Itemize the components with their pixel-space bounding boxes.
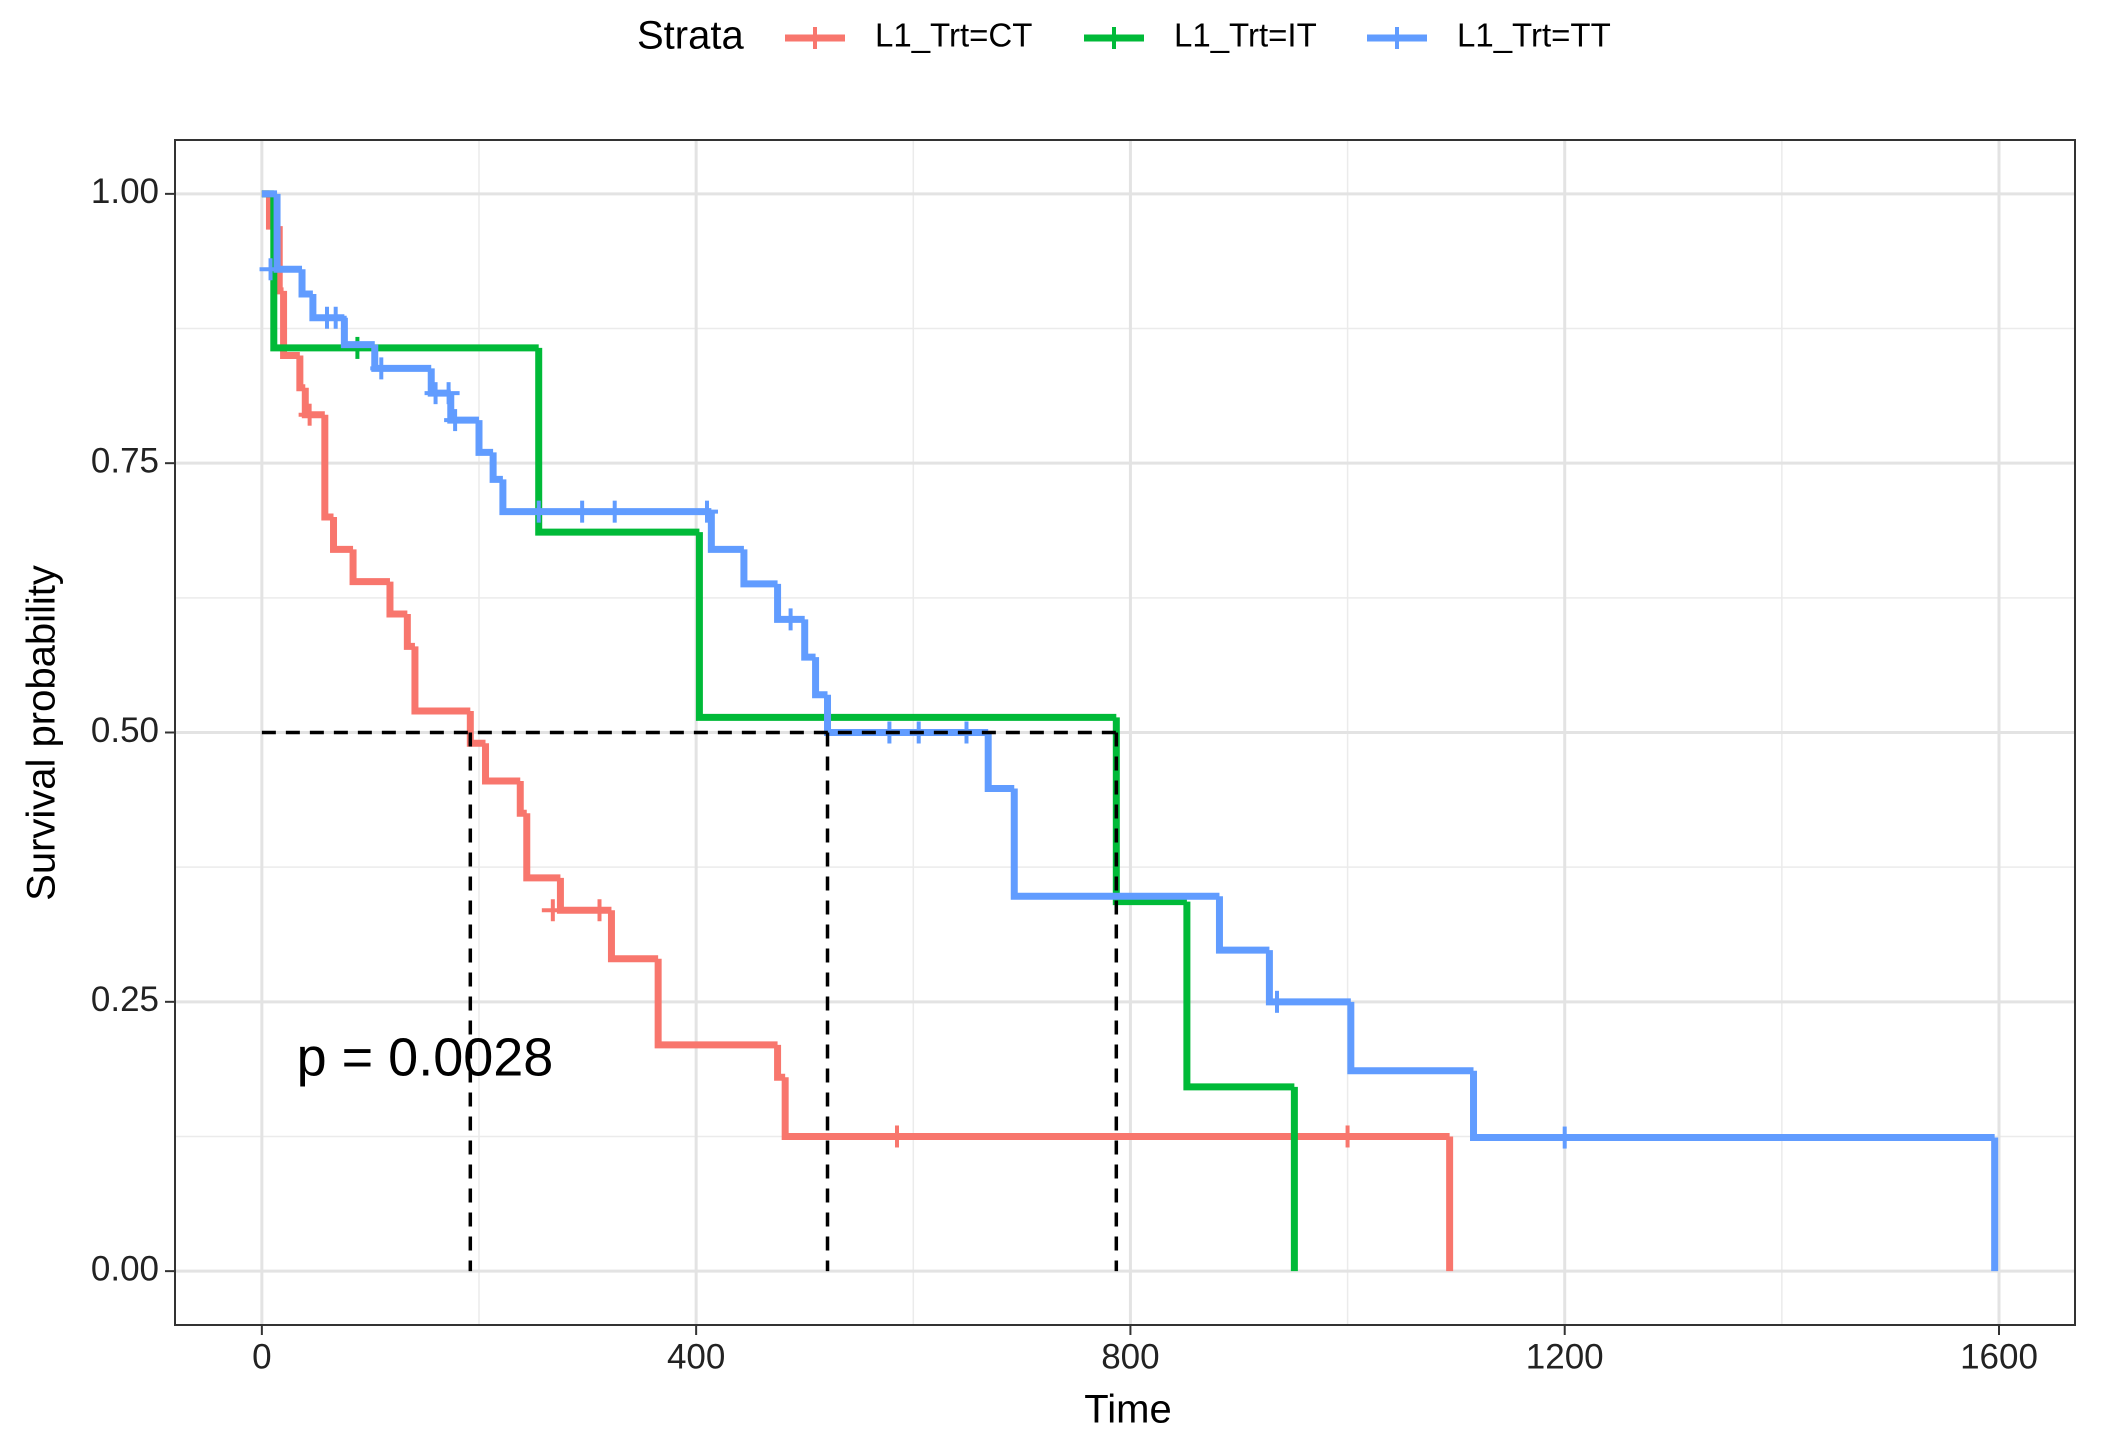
survival-step <box>330 517 354 553</box>
survival-step <box>321 414 334 521</box>
censor-mark <box>779 608 802 631</box>
censor-mark <box>886 1125 908 1148</box>
legend-title: Strata <box>637 14 744 58</box>
y-tick-label: 0.25 <box>91 980 159 1019</box>
censor-mark <box>1336 1125 1359 1148</box>
survival-step <box>349 549 390 586</box>
survival-curve <box>261 190 1298 1272</box>
survival-step <box>411 646 471 715</box>
survival-step <box>801 619 816 661</box>
plot-border <box>174 139 2076 1326</box>
x-axis-title: Time <box>1084 1388 1171 1432</box>
survival-step <box>695 532 1117 721</box>
survival-step <box>812 657 828 699</box>
x-tick-label: 400 <box>667 1337 725 1376</box>
censor-mark <box>324 306 347 329</box>
y-tick-label: 1.00 <box>91 172 159 211</box>
survival-step <box>280 290 300 359</box>
censor-mark <box>437 382 460 405</box>
survival-step <box>707 511 744 553</box>
legend-label: L1_Trt=TT <box>1457 17 1611 54</box>
survival-step <box>499 479 712 516</box>
censor-mark <box>527 500 550 523</box>
survival-step <box>607 910 659 963</box>
survival-step <box>1215 896 1270 954</box>
y-tick-label: 0.75 <box>91 441 159 480</box>
legend-key-cross <box>804 27 826 49</box>
x-tick-label: 1200 <box>1526 1337 1604 1376</box>
censor-mark <box>571 500 594 523</box>
censor-mark <box>541 899 564 922</box>
survival-step <box>340 317 375 349</box>
censor-mark <box>696 500 718 523</box>
legend-label: L1_Trt=IT <box>1174 17 1317 54</box>
survival-step <box>740 549 778 588</box>
censor-mark <box>603 500 626 523</box>
legend-label: L1_Trt=CT <box>875 17 1032 54</box>
survival-step <box>654 958 778 1049</box>
survival-curve <box>261 190 1454 1272</box>
censor-mark <box>444 409 467 432</box>
censor-mark <box>370 357 393 380</box>
censor-mark <box>1266 990 1288 1013</box>
y-tick-label: 0.00 <box>91 1249 159 1288</box>
survival-step <box>1470 1070 1995 1142</box>
survival-step <box>516 780 527 817</box>
survival-step <box>1347 1001 1474 1075</box>
survival-step <box>475 420 494 456</box>
legend-key-cross <box>1386 27 1408 49</box>
survival-step <box>984 732 1015 793</box>
censor-mark <box>298 403 321 426</box>
censor-mark <box>1553 1126 1576 1149</box>
censor-mark <box>588 899 611 922</box>
survival-step <box>482 743 521 785</box>
x-tick-label: 0 <box>252 1337 271 1376</box>
x-tick-label: 1600 <box>1960 1337 2038 1376</box>
x-tick-label: 800 <box>1101 1337 1159 1376</box>
legend-key-cross <box>1103 27 1125 49</box>
censor-mark <box>259 258 282 281</box>
annotation: p = 0.0028 <box>297 1027 554 1087</box>
survival-step <box>523 813 561 882</box>
survival-step <box>535 347 700 536</box>
y-tick-label: 0.50 <box>91 711 159 750</box>
survival-step <box>781 1077 1450 1140</box>
survival-step <box>403 614 415 650</box>
survival-step <box>1010 788 1220 900</box>
survival-step <box>386 581 408 618</box>
survival-step <box>1183 901 1295 1091</box>
survival-step <box>298 269 313 298</box>
y-axis-title: Survival probability <box>20 565 64 901</box>
